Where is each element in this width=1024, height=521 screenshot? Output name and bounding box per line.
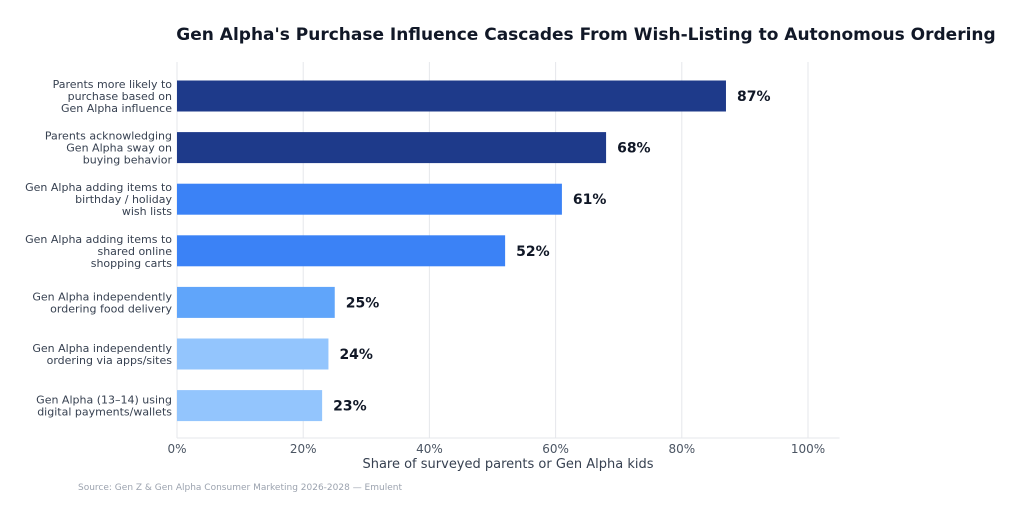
x-tick-label: 100% xyxy=(791,442,825,456)
data-label: 23% xyxy=(333,399,367,415)
x-tick-label: 80% xyxy=(668,442,695,456)
data-label: 25% xyxy=(346,295,380,311)
source-note: Source: Gen Z & Gen Alpha Consumer Marke… xyxy=(78,483,402,493)
x-tick-label: 60% xyxy=(542,442,569,456)
category-label: Gen Alpha independently ordering via apps… xyxy=(32,342,172,367)
category-label: Gen Alpha independently ordering food del… xyxy=(32,290,172,315)
data-label: 52% xyxy=(516,244,550,260)
bar xyxy=(177,390,323,422)
x-tick-label: 0% xyxy=(167,442,186,456)
x-tick-label: 40% xyxy=(416,442,443,456)
x-axis-label: Share of surveyed parents or Gen Alpha k… xyxy=(362,457,654,472)
bar xyxy=(177,338,329,370)
category-label: Parents acknowledging Gen Alpha sway on bu… xyxy=(45,130,173,167)
data-label: 87% xyxy=(737,89,771,105)
bar xyxy=(177,286,335,318)
chart-title: Gen Alpha's Purchase Influence Cascades … xyxy=(176,25,996,45)
category-label: Gen Alpha (13–14) using digital payments/… xyxy=(36,394,172,419)
data-label: 68% xyxy=(617,141,651,157)
data-label: 61% xyxy=(573,192,607,208)
bar xyxy=(177,183,562,215)
category-label: Gen Alpha adding items to birthday / holi… xyxy=(25,181,172,218)
bar xyxy=(177,235,506,267)
category-label: Parents more likely to purchase based on G… xyxy=(53,78,173,115)
data-label: 24% xyxy=(339,347,373,363)
x-tick-label: 20% xyxy=(290,442,317,456)
bar xyxy=(177,132,607,164)
bar xyxy=(177,80,726,112)
category-label: Gen Alpha adding items to shared online sh… xyxy=(25,233,172,270)
